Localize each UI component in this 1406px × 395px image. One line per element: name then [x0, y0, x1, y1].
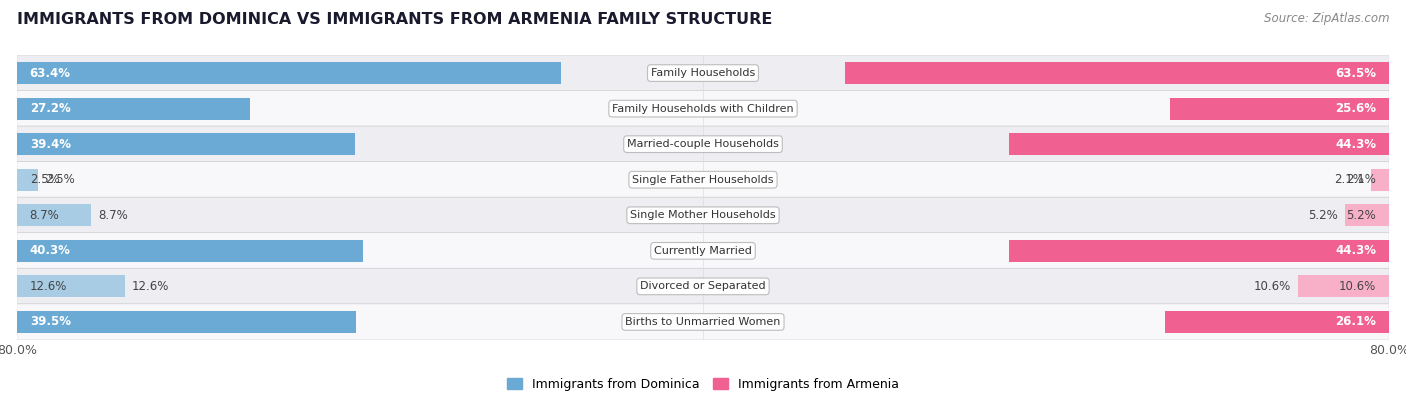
FancyBboxPatch shape	[17, 268, 1389, 305]
Text: 2.5%: 2.5%	[30, 173, 59, 186]
FancyBboxPatch shape	[17, 304, 1389, 340]
Text: Married-couple Households: Married-couple Households	[627, 139, 779, 149]
Bar	[17, 98, 250, 120]
Bar	[1371, 169, 1389, 191]
FancyBboxPatch shape	[17, 233, 1389, 269]
Text: 40.3%: 40.3%	[30, 245, 70, 257]
Bar	[1170, 98, 1389, 120]
Bar	[17, 240, 363, 262]
Text: Single Mother Households: Single Mother Households	[630, 210, 776, 220]
Text: 44.3%: 44.3%	[1336, 245, 1376, 257]
Text: 12.6%: 12.6%	[132, 280, 169, 293]
Text: IMMIGRANTS FROM DOMINICA VS IMMIGRANTS FROM ARMENIA FAMILY STRUCTURE: IMMIGRANTS FROM DOMINICA VS IMMIGRANTS F…	[17, 12, 772, 27]
Text: 25.6%: 25.6%	[1336, 102, 1376, 115]
Bar	[17, 133, 354, 155]
Text: Currently Married: Currently Married	[654, 246, 752, 256]
Bar	[17, 311, 356, 333]
Text: 63.4%: 63.4%	[30, 67, 70, 79]
FancyBboxPatch shape	[17, 90, 1389, 127]
Text: 2.5%: 2.5%	[45, 173, 75, 186]
Bar	[1344, 204, 1389, 226]
Text: Family Households: Family Households	[651, 68, 755, 78]
FancyBboxPatch shape	[17, 162, 1389, 198]
Text: 8.7%: 8.7%	[30, 209, 59, 222]
Text: 8.7%: 8.7%	[98, 209, 128, 222]
Bar	[1010, 133, 1389, 155]
Text: 5.2%: 5.2%	[1347, 209, 1376, 222]
Text: 2.1%: 2.1%	[1347, 173, 1376, 186]
Text: 44.3%: 44.3%	[1336, 138, 1376, 150]
Bar	[1298, 275, 1389, 297]
Bar	[845, 62, 1389, 84]
FancyBboxPatch shape	[17, 126, 1389, 162]
Text: 27.2%: 27.2%	[30, 102, 70, 115]
Text: 10.6%: 10.6%	[1254, 280, 1291, 293]
Text: 2.1%: 2.1%	[1334, 173, 1364, 186]
Text: 12.6%: 12.6%	[30, 280, 67, 293]
Text: Family Households with Children: Family Households with Children	[612, 103, 794, 114]
FancyBboxPatch shape	[17, 55, 1389, 91]
Bar	[1010, 240, 1389, 262]
Text: Source: ZipAtlas.com: Source: ZipAtlas.com	[1264, 12, 1389, 25]
Text: Single Father Households: Single Father Households	[633, 175, 773, 185]
Text: 10.6%: 10.6%	[1339, 280, 1376, 293]
Bar	[17, 275, 125, 297]
Text: Births to Unmarried Women: Births to Unmarried Women	[626, 317, 780, 327]
FancyBboxPatch shape	[17, 197, 1389, 233]
Text: 39.4%: 39.4%	[30, 138, 70, 150]
Bar	[17, 204, 91, 226]
Bar	[17, 62, 561, 84]
Legend: Immigrants from Dominica, Immigrants from Armenia: Immigrants from Dominica, Immigrants fro…	[502, 373, 904, 395]
Bar	[1166, 311, 1389, 333]
Text: 39.5%: 39.5%	[30, 316, 70, 328]
Text: Divorced or Separated: Divorced or Separated	[640, 281, 766, 292]
Text: 26.1%: 26.1%	[1336, 316, 1376, 328]
Bar	[17, 169, 38, 191]
Text: 5.2%: 5.2%	[1308, 209, 1337, 222]
Text: 63.5%: 63.5%	[1336, 67, 1376, 79]
